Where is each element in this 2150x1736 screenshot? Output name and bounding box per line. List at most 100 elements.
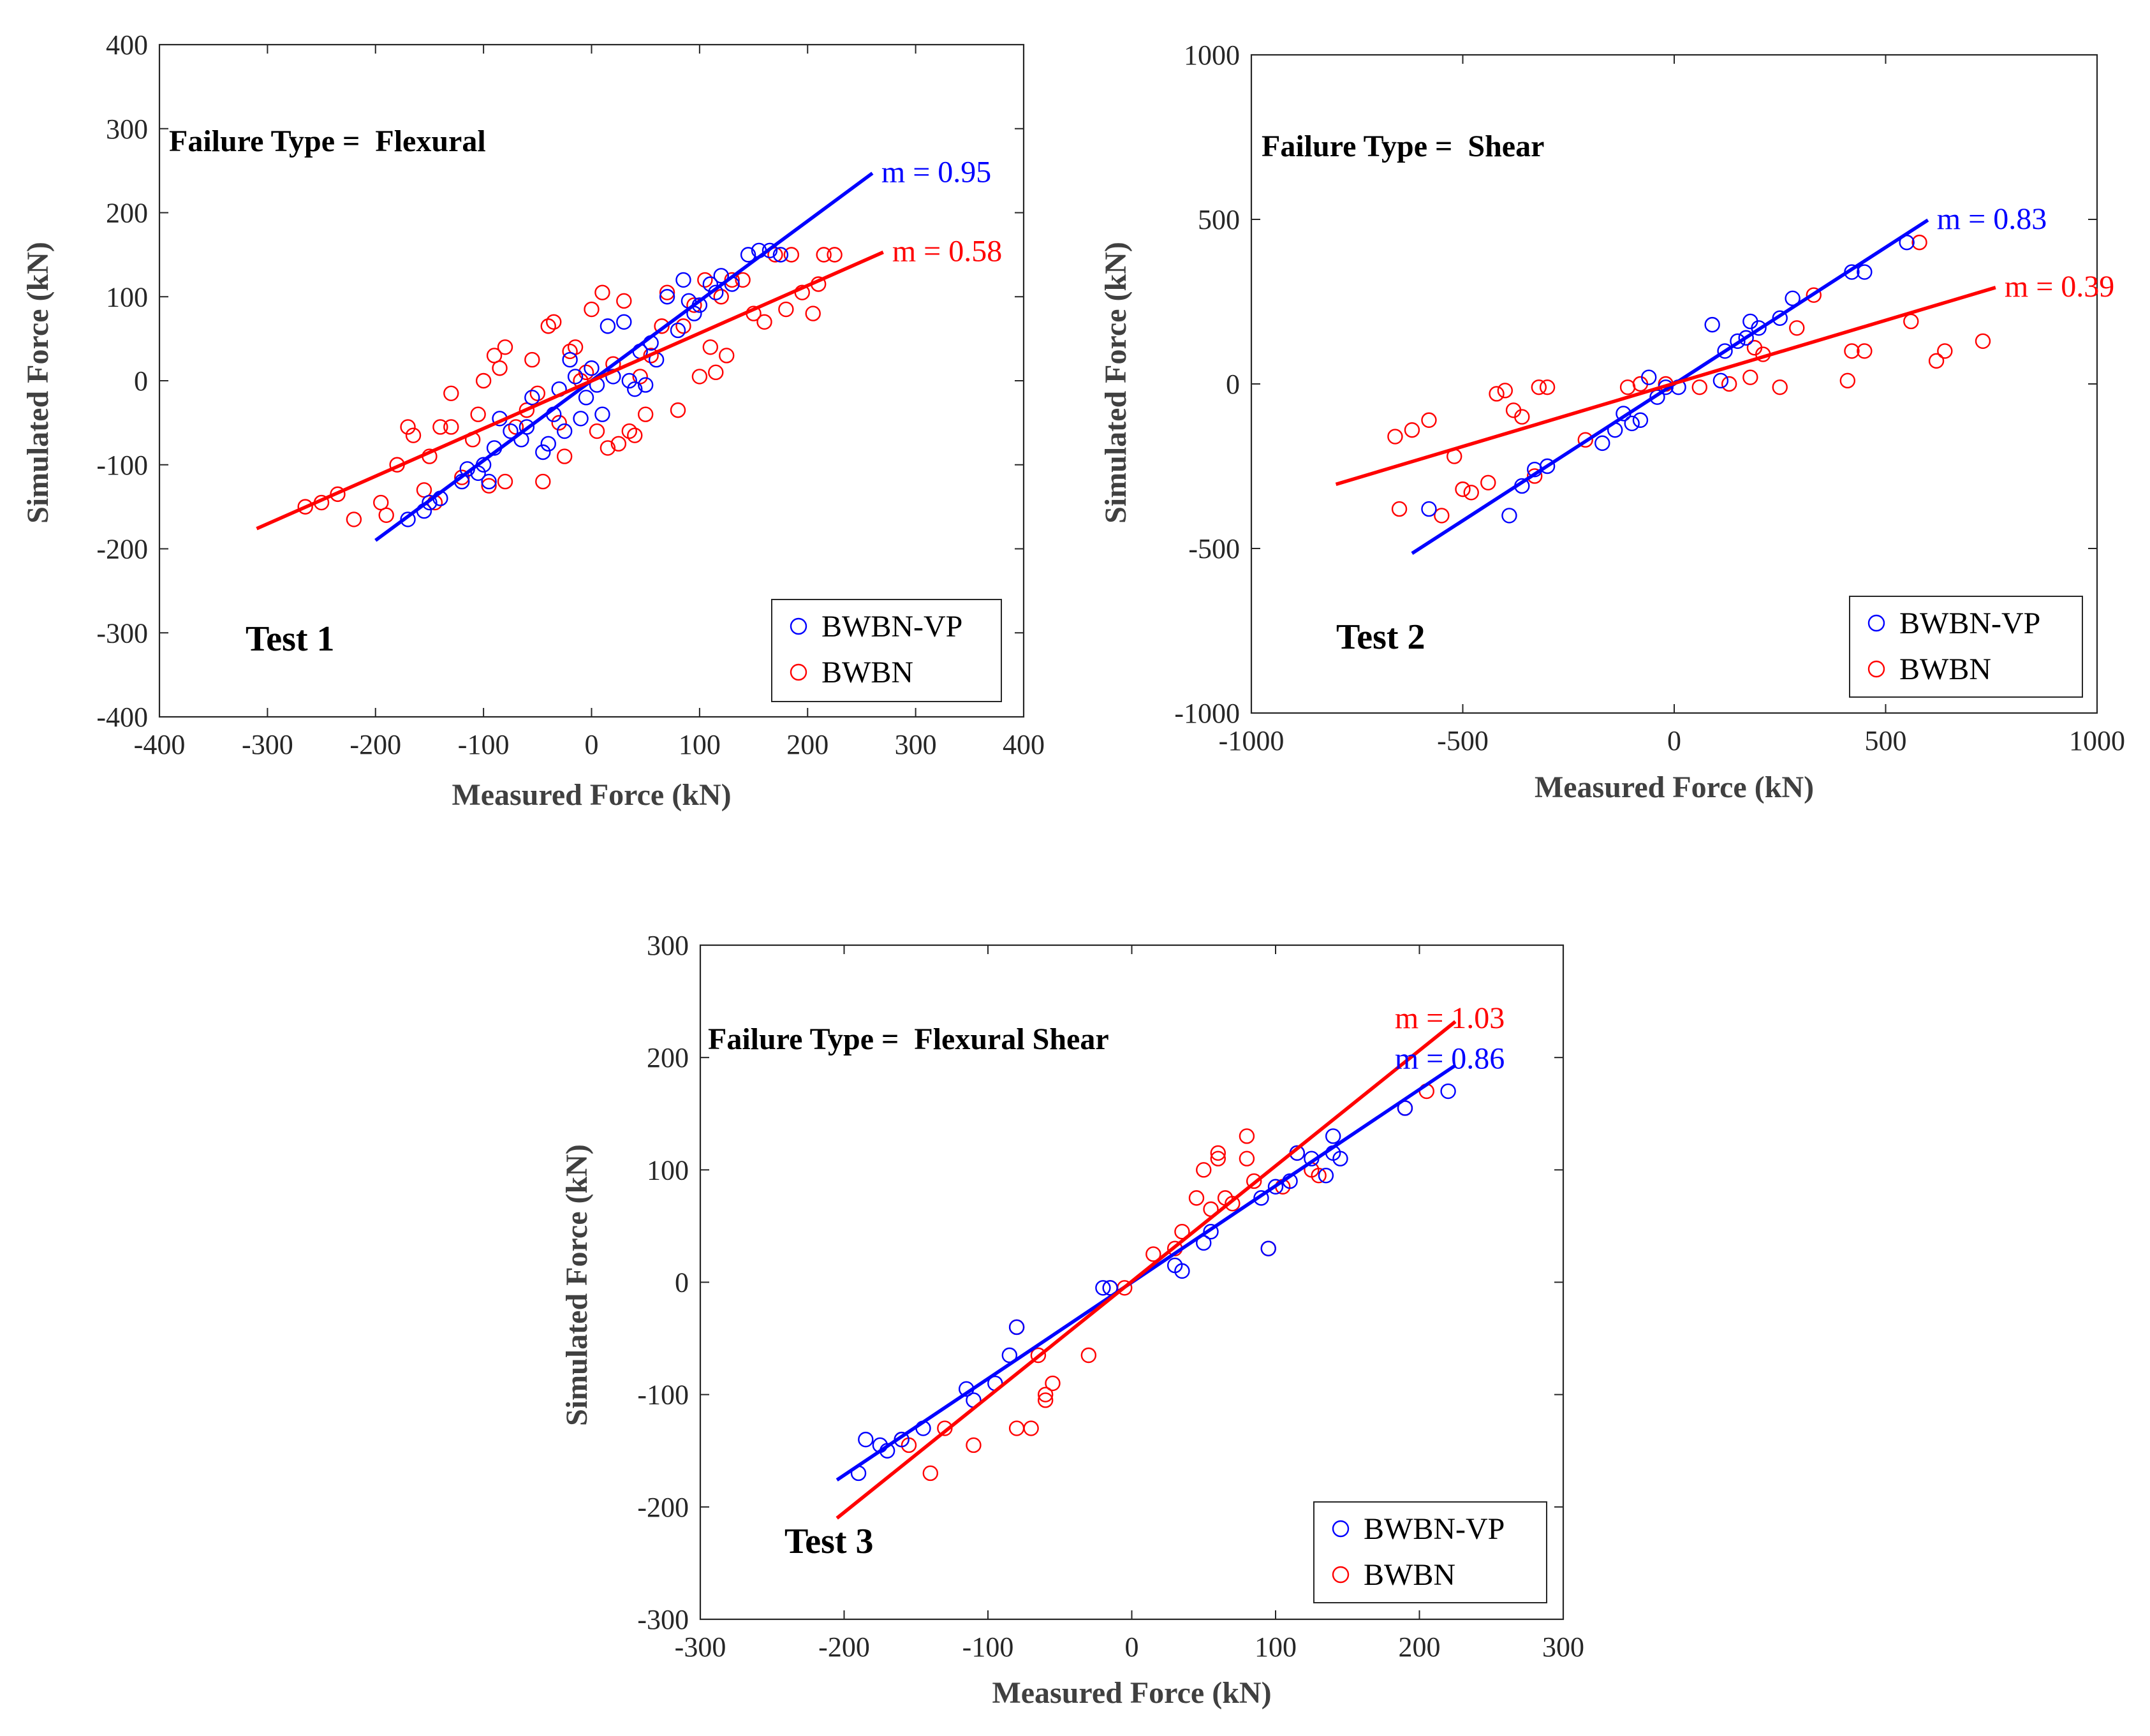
bwbn-point	[719, 348, 735, 364]
data-layer	[256, 172, 884, 542]
legend: BWBN-VP BWBN	[1313, 1501, 1547, 1603]
y-tick-label: -300	[637, 1604, 689, 1635]
data-layer	[1335, 218, 1996, 555]
bwbn-point	[1037, 1392, 1054, 1408]
bwbn-point	[1145, 1246, 1161, 1262]
bwbn-slope-label: m = 0.39	[2005, 270, 2114, 304]
bwbn-point	[443, 419, 459, 435]
legend-marker	[1332, 1520, 1350, 1538]
bwbn-vp-point	[524, 390, 540, 406]
bwbn-point	[1911, 234, 1927, 251]
bwbn-vp-point	[1325, 1128, 1341, 1144]
y-tick-label: 0	[675, 1267, 689, 1298]
bwbn-vp-point	[1632, 412, 1649, 428]
bwbn-vp-point	[1785, 290, 1800, 307]
bwbn-vp-point	[1751, 320, 1767, 336]
bwbn-point	[497, 473, 513, 490]
bwbn-point	[405, 427, 422, 443]
bwbn-point	[1489, 386, 1505, 402]
bwbn-point	[756, 314, 772, 330]
bwbn-point	[529, 385, 546, 401]
bwbn-vp-point	[740, 247, 756, 263]
bwbn-point	[378, 507, 394, 523]
x-tick-label: 300	[895, 729, 937, 760]
bwbn-point	[1037, 1387, 1054, 1402]
bwbn-point	[1225, 1195, 1241, 1212]
bwbn-vp-point	[659, 289, 675, 305]
bwbn-point	[1030, 1347, 1047, 1364]
bwbn-vp-point	[1095, 1280, 1111, 1296]
bwbn-point	[702, 339, 719, 355]
bwbn-vp-point	[422, 494, 438, 511]
x-tick-label: 200	[1399, 1631, 1441, 1663]
x-tick-label: -300	[675, 1631, 726, 1663]
failure-type-label: Failure Type = Flexural	[169, 124, 486, 158]
bwbn-point	[697, 272, 713, 288]
bwbn-vp-point	[1712, 372, 1729, 389]
bwbn-point	[1404, 422, 1420, 438]
bwbn-vp-point	[562, 351, 578, 368]
bwbn-vp-slope-label: m = 0.86	[1395, 1041, 1505, 1075]
legend-label: BWBN	[821, 656, 913, 689]
bwbn-point	[1975, 333, 1991, 349]
bwbn-vp-point	[1203, 1224, 1219, 1240]
legend-box	[771, 599, 1002, 702]
bwbn-vp-point	[1772, 310, 1788, 326]
bwbn-vp-point	[1318, 1167, 1334, 1184]
y-tick-label: -1000	[1174, 698, 1240, 729]
bwbn-point	[937, 1420, 953, 1436]
x-tick-label: 0	[585, 729, 599, 760]
bwbn-vp-fit-line	[836, 1064, 1457, 1482]
legend: BWBN-VP BWBN	[1849, 596, 2083, 698]
bwbn-vp-point	[584, 360, 600, 376]
bwbn-vp-point	[762, 242, 778, 258]
bwbn-point	[1531, 379, 1547, 395]
y-tick-label: 1000	[1184, 40, 1240, 71]
y-tick-label: -100	[96, 450, 148, 481]
y-tick-label: 400	[106, 29, 148, 61]
bwbn-point	[600, 440, 616, 456]
bwbn-point	[432, 419, 448, 435]
legend: BWBN-VP BWBN	[771, 599, 1002, 702]
bwbn-vp-point	[578, 390, 594, 406]
x-tick-label: -200	[818, 1631, 870, 1663]
bwbn-point	[922, 1465, 939, 1482]
bwbn-vp-slope-label: m = 0.95	[881, 156, 991, 189]
bwbn-point	[1844, 343, 1860, 359]
test-label: Test 3	[784, 1522, 874, 1561]
bwbn-vp-point	[1501, 508, 1517, 524]
bwbn-point	[1023, 1420, 1039, 1436]
y-tick-label: -500	[1188, 533, 1240, 564]
bwbn-point	[1937, 343, 1953, 359]
bwbn-point	[805, 305, 821, 321]
bwbn-vp-point	[1253, 1190, 1269, 1206]
bwbn-vp-point	[594, 406, 610, 422]
bwbn-point	[1045, 1375, 1061, 1392]
bwbn-point	[1421, 412, 1437, 428]
bwbn-point	[1789, 320, 1805, 336]
x-tick-label: -300	[242, 729, 293, 760]
bwbn-point	[1455, 481, 1471, 497]
bwbn-point	[708, 364, 724, 381]
x-tick-label: -200	[350, 729, 401, 760]
bwbn-point	[1080, 1347, 1097, 1364]
y-axis-title: Simulated Force (kN)	[1099, 242, 1133, 524]
bwbn-vp-fit-line	[374, 172, 874, 542]
bwbn-vp-point	[1857, 264, 1873, 280]
bwbn-point	[1928, 353, 1945, 369]
bwbn-point	[1577, 432, 1593, 448]
bwbn-point	[556, 448, 573, 464]
bwbn-point	[475, 372, 492, 389]
bwbn-point	[670, 402, 686, 418]
bwbn-point	[675, 318, 691, 334]
legend-marker	[1867, 614, 1885, 632]
bwbn-vp-point	[1704, 316, 1720, 333]
bwbn-fit-line	[256, 250, 884, 531]
bwbn-point	[816, 247, 832, 263]
bwbn-vp-point	[637, 377, 654, 393]
bwbn-point	[562, 343, 578, 360]
bwbn-point	[1539, 379, 1556, 395]
bwbn-point	[1174, 1224, 1190, 1240]
bwbn-point	[1691, 379, 1707, 395]
